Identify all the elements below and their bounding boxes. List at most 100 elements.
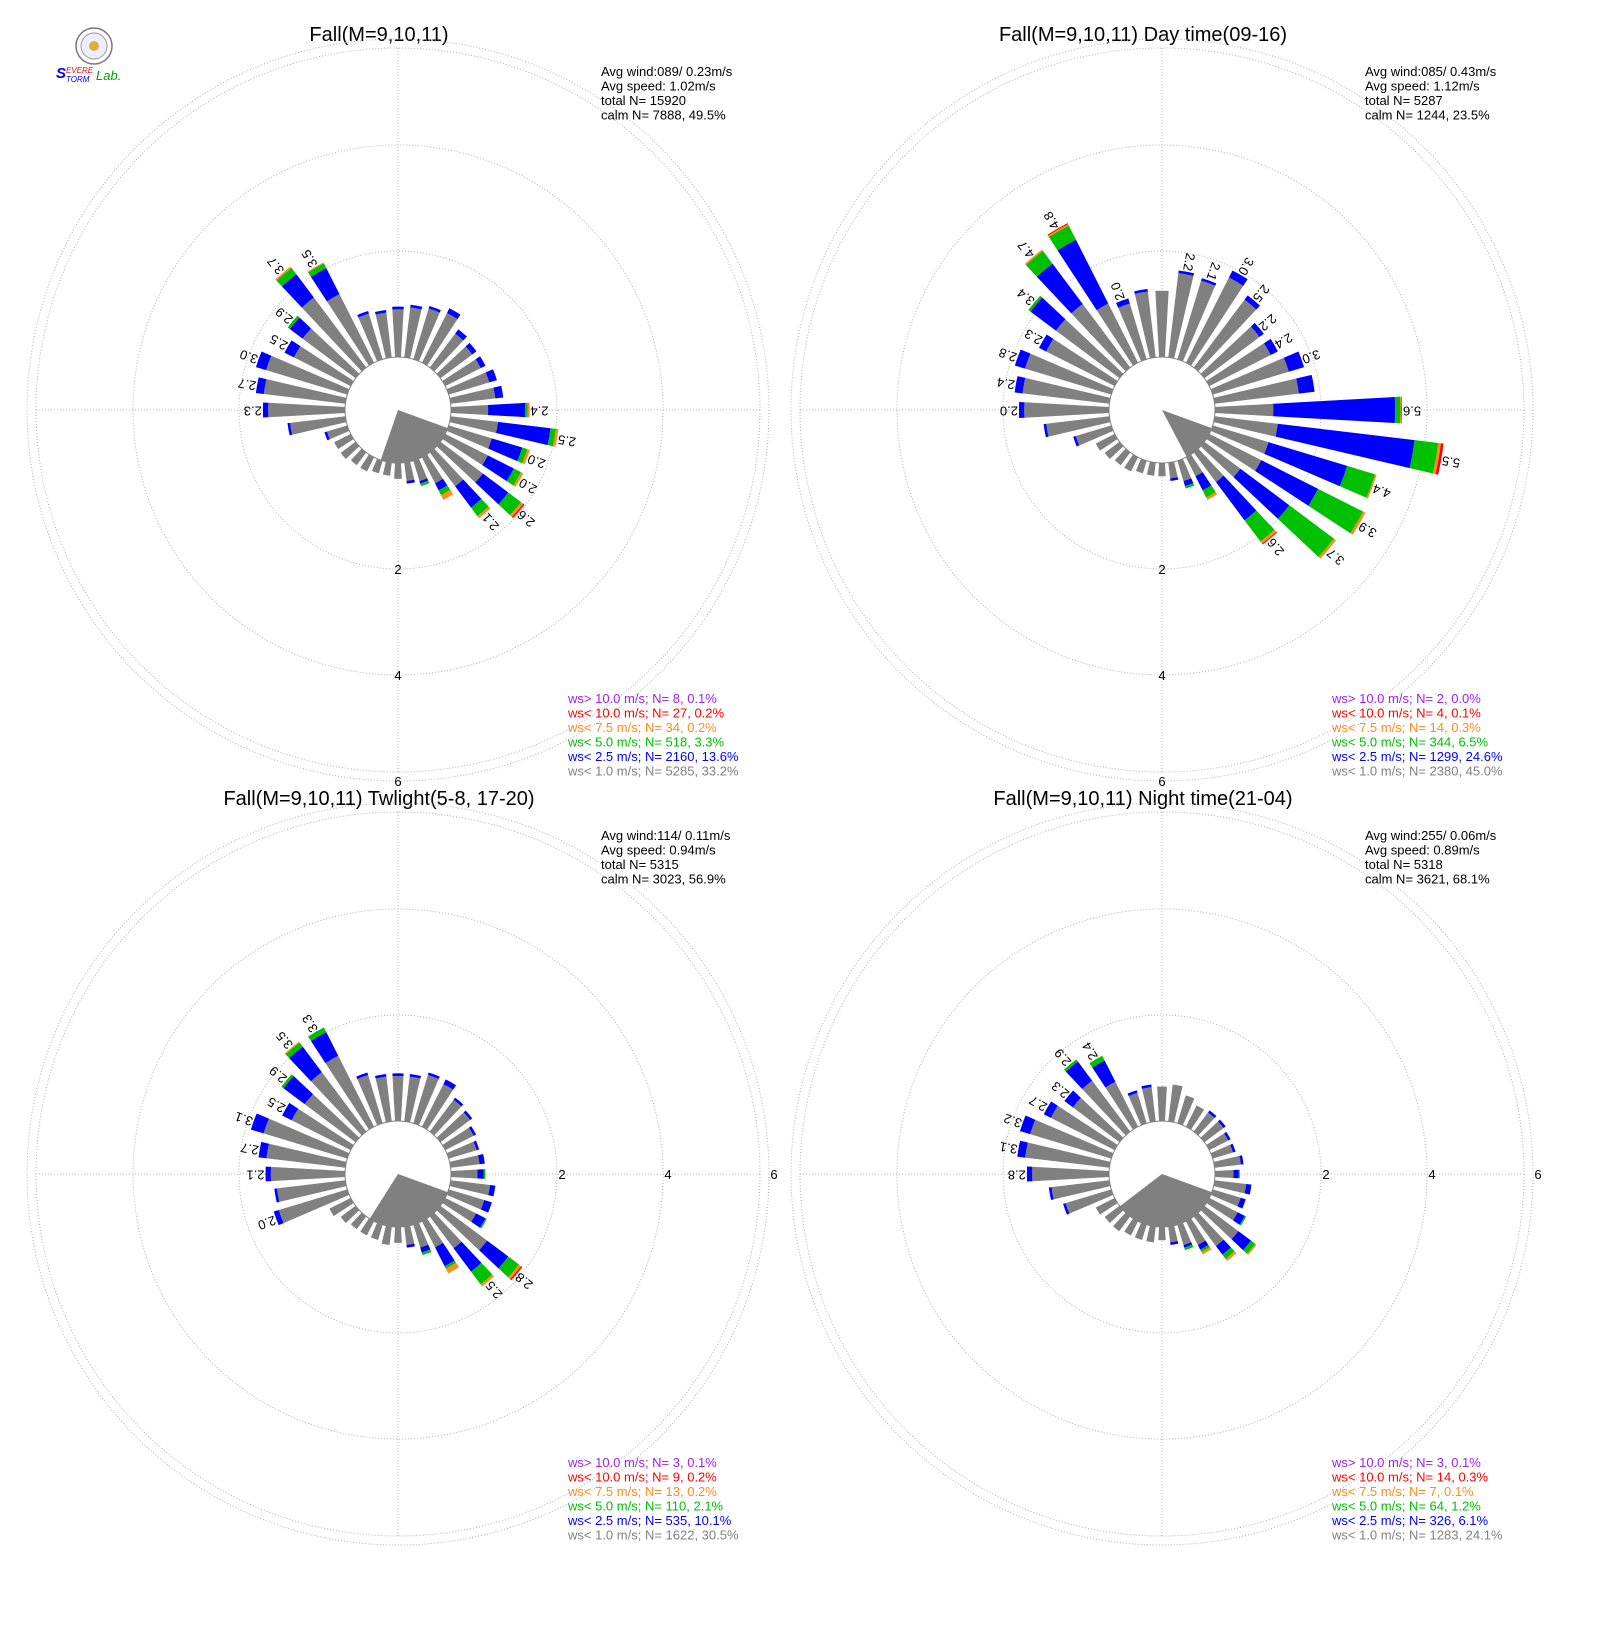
wind-bar-segment xyxy=(1244,510,1275,542)
wind-bar-segment xyxy=(1208,1110,1217,1118)
wind-bar-segment xyxy=(1244,1184,1252,1195)
wind-bar-segment xyxy=(1047,224,1069,238)
wind-bar-segment xyxy=(498,1256,519,1278)
wind-bar-segment xyxy=(1177,280,1216,362)
wind-bar-segment xyxy=(334,433,354,450)
wind-bar-segment xyxy=(1366,474,1377,499)
wind-bar-segment xyxy=(1177,458,1192,482)
wind-bar-segment xyxy=(450,404,489,416)
wind-bar-segment xyxy=(265,1166,271,1182)
wind-bar-segment xyxy=(525,402,528,418)
wind-bar-segment xyxy=(1025,353,1114,395)
wind-bar-segment xyxy=(1134,288,1148,294)
wind-bar-segment xyxy=(326,425,350,440)
wind-bar-segment xyxy=(513,472,524,487)
range-ring xyxy=(790,802,1534,1546)
bar-value-label: 3.2 xyxy=(1002,1111,1024,1131)
wind-bar-segment xyxy=(1231,1231,1252,1251)
wind-bar-segment xyxy=(360,1218,375,1236)
wind-bar-segment xyxy=(506,468,521,486)
wind-bar-segment xyxy=(1185,454,1203,477)
wind-bar-segment xyxy=(276,267,297,287)
wind-bar-segment xyxy=(1177,1095,1195,1126)
wind-bar-segment xyxy=(1017,1140,1028,1158)
bar-value-label: 2.1 xyxy=(1203,260,1223,282)
wind-bar-segment xyxy=(340,441,360,459)
wind-bar-segment xyxy=(308,263,327,277)
wind-bar-segment xyxy=(1051,1180,1111,1200)
wind-bar-segment xyxy=(1185,1218,1206,1245)
wind-bar-segment xyxy=(482,455,514,482)
bar-value-label: 2.7 xyxy=(239,1140,259,1158)
wind-bar-segment xyxy=(1032,1166,1110,1182)
wind-bar-segment xyxy=(350,448,367,466)
legend-entry: ws< 2.5 m/s; N= 2160, 13.6% xyxy=(567,749,739,764)
wind-bar-segment xyxy=(1025,250,1053,277)
wind-bar-segment xyxy=(493,385,504,399)
wind-bar-segment xyxy=(508,1264,522,1280)
wind-bar-segment xyxy=(350,1212,367,1230)
stats-line: Avg wind:085/ 0.43m/s xyxy=(1365,64,1497,79)
wind-bar-segment xyxy=(375,1076,392,1123)
wind-bar-segment xyxy=(250,1113,269,1134)
wind-bar-segment xyxy=(1401,396,1403,424)
wind-bar-segment xyxy=(284,340,301,358)
ring-tick-label: 4 xyxy=(664,1167,671,1182)
wind-bar-segment xyxy=(370,1222,383,1240)
wind-bar-segment xyxy=(1096,303,1139,366)
bar-value-label: 2.5 xyxy=(557,432,577,450)
wind-bar-segment xyxy=(1183,1242,1193,1248)
chart-title: Fall(M=9,10,11) xyxy=(309,24,448,46)
calm-sector xyxy=(1119,1174,1212,1227)
wind-bar-segment xyxy=(1237,1197,1246,1209)
legend-entry: ws< 7.5 m/s; N= 34, 0.2% xyxy=(567,720,717,735)
wind-bar-segment xyxy=(471,1213,486,1228)
wind-bar-segment xyxy=(1116,298,1130,308)
wind-bar-segment xyxy=(1055,319,1124,379)
range-ring xyxy=(26,38,770,782)
wind-bar-segment xyxy=(289,1046,322,1082)
range-ring xyxy=(790,38,1534,782)
wind-bar-segment xyxy=(1233,1169,1239,1179)
stats-line: calm N= 1244, 23.5% xyxy=(1365,108,1490,123)
wind-bar-segment xyxy=(444,1260,457,1269)
wind-bar-segment xyxy=(498,492,522,516)
wind-bar-segment xyxy=(1057,239,1109,311)
wind-bar-segment xyxy=(413,308,440,362)
wind-bar-segment xyxy=(455,479,482,508)
wind-bar-segment xyxy=(421,313,458,366)
wind-bar-segment xyxy=(1244,295,1260,310)
wind-bar-segment xyxy=(453,1097,464,1107)
wind-bar-segment xyxy=(1043,1101,1058,1118)
wind-bar-segment xyxy=(284,1041,300,1055)
wind-bar-segment xyxy=(1239,1215,1247,1226)
wind-bar-segment xyxy=(1184,1244,1194,1251)
calm-sector xyxy=(369,1174,448,1227)
wind-bar-segment xyxy=(282,1102,299,1121)
wind-bar-segment xyxy=(510,502,524,518)
wind-bar-segment xyxy=(1283,351,1305,372)
legend-entry: ws< 10.0 m/s; N= 14, 0.3% xyxy=(1331,1470,1489,1485)
wind-bar-segment xyxy=(1014,349,1031,369)
wind-bar-segment xyxy=(465,342,477,355)
wind-bar-segment xyxy=(449,387,496,404)
wind-bar-segment xyxy=(1168,1084,1183,1123)
wind-bar-segment xyxy=(496,421,551,446)
wind-bar-segment xyxy=(429,1099,462,1136)
wind-bar-segment xyxy=(446,1189,485,1210)
wind-bar-segment xyxy=(375,310,387,315)
wind-bar-segment xyxy=(263,1118,350,1159)
wind-bar-segment xyxy=(281,1074,294,1089)
wind-bar-segment xyxy=(1073,436,1080,447)
wind-bar-segment xyxy=(1200,1121,1224,1143)
wind-bar-segment xyxy=(1168,461,1178,479)
legend-entry: ws< 7.5 m/s; N= 14, 0.3% xyxy=(1331,720,1481,735)
wind-bar-segment xyxy=(404,461,415,482)
wind-bar-segment xyxy=(475,356,486,369)
wind-bar-segment xyxy=(1039,334,1054,352)
wind-bar-segment xyxy=(1213,378,1299,404)
stats-line: Avg speed: 0.89m/s xyxy=(1365,843,1480,858)
wind-bar-segment xyxy=(1218,1119,1226,1128)
wind-bar-segment xyxy=(1063,1203,1070,1215)
wind-bar-segment xyxy=(1206,343,1271,387)
